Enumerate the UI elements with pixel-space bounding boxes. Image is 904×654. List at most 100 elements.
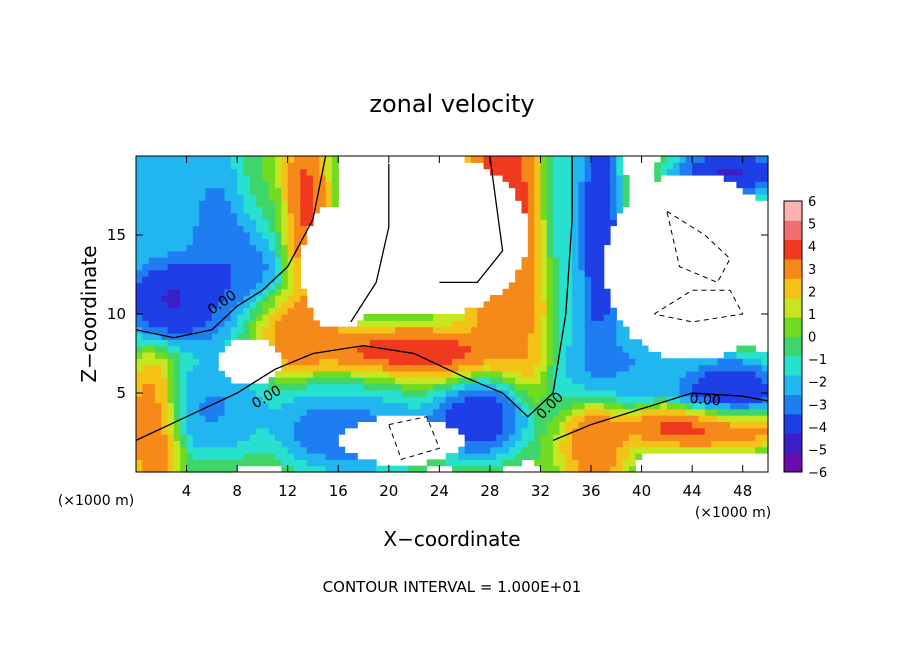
field-cell	[224, 326, 232, 334]
field-cell	[641, 408, 649, 416]
field-cell	[173, 174, 181, 182]
field-cell	[477, 307, 485, 315]
field-cell	[698, 370, 706, 378]
field-cell	[136, 238, 143, 246]
field-cell	[704, 370, 712, 378]
field-cell	[597, 187, 605, 195]
field-cell	[388, 332, 396, 340]
field-cell	[483, 307, 491, 315]
field-cell	[515, 345, 523, 353]
field-cell	[136, 288, 143, 296]
field-cell	[205, 181, 213, 189]
field-cell	[452, 415, 459, 423]
field-cell	[578, 465, 586, 473]
contour-line	[135, 156, 573, 441]
field-cell	[527, 156, 535, 163]
field-cell	[180, 389, 188, 397]
field-cell	[407, 377, 415, 385]
field-cell	[654, 383, 662, 391]
field-cell	[584, 377, 592, 385]
field-cell	[287, 440, 295, 448]
field-cell	[622, 427, 630, 435]
field-cell	[161, 225, 169, 233]
field-cell	[742, 389, 750, 397]
field-cell	[603, 427, 611, 435]
field-cell	[470, 415, 478, 423]
field-cell	[142, 332, 150, 340]
field-cell	[591, 282, 598, 290]
field-cell	[243, 421, 251, 429]
field-cell	[249, 288, 257, 296]
field-cell	[559, 168, 567, 176]
field-cell	[515, 402, 523, 410]
field-cell	[142, 282, 150, 290]
field-cell	[584, 206, 592, 214]
field-cell	[312, 408, 320, 416]
field-cell	[224, 301, 232, 309]
field-cell	[515, 288, 523, 296]
field-cell	[591, 434, 598, 441]
field-cell	[319, 459, 327, 467]
field-cell	[540, 181, 548, 189]
field-cell	[161, 383, 169, 391]
field-cell	[628, 434, 636, 441]
field-cell	[458, 453, 466, 460]
field-cell	[546, 370, 554, 378]
field-cell	[211, 345, 219, 353]
field-cell	[761, 383, 769, 391]
field-cell	[736, 421, 744, 429]
field-cell	[496, 320, 504, 328]
field-cell	[142, 408, 150, 416]
field-cell	[268, 282, 276, 290]
field-cell	[666, 415, 674, 423]
field-cell	[211, 238, 219, 246]
field-cell	[622, 377, 630, 385]
field-cell	[679, 389, 687, 397]
field-cell	[306, 326, 314, 334]
field-cell	[565, 181, 573, 189]
field-cell	[591, 162, 598, 170]
field-cell	[559, 370, 567, 378]
field-cell	[136, 446, 143, 454]
field-cell	[704, 168, 712, 176]
field-cell	[660, 434, 668, 441]
field-cell	[287, 453, 295, 460]
field-cell	[192, 453, 200, 460]
field-cell	[319, 440, 327, 448]
field-cell	[730, 396, 737, 404]
field-cell	[742, 415, 750, 423]
field-cell	[565, 446, 573, 454]
field-cell	[376, 345, 384, 353]
field-cell	[711, 421, 719, 429]
field-cell	[565, 174, 573, 182]
field-cell	[306, 415, 314, 423]
field-cell	[433, 383, 440, 391]
field-cell	[211, 174, 219, 182]
field-cell	[610, 358, 617, 366]
field-cell	[527, 276, 535, 283]
field-cell	[515, 396, 523, 404]
field-cell	[610, 351, 617, 359]
field-cell	[224, 320, 232, 328]
field-cell	[319, 370, 327, 378]
field-cell	[584, 174, 592, 182]
field-cell	[268, 307, 276, 315]
field-cell	[218, 389, 226, 397]
field-cell	[603, 383, 611, 391]
field-cell	[287, 351, 295, 359]
x-tick-label: 44	[683, 482, 702, 500]
field-cell	[445, 326, 453, 334]
field-cell	[167, 320, 175, 328]
field-cell	[230, 193, 238, 201]
field-cell	[641, 421, 649, 429]
field-cell	[489, 370, 497, 378]
field-cell	[483, 427, 491, 435]
field-cell	[515, 339, 523, 347]
field-cell	[211, 459, 219, 467]
field-cell	[761, 396, 769, 404]
field-cell	[439, 377, 447, 385]
field-cell	[755, 364, 763, 372]
field-cell	[312, 415, 320, 423]
field-cell	[723, 377, 731, 385]
field-cell	[578, 181, 586, 189]
